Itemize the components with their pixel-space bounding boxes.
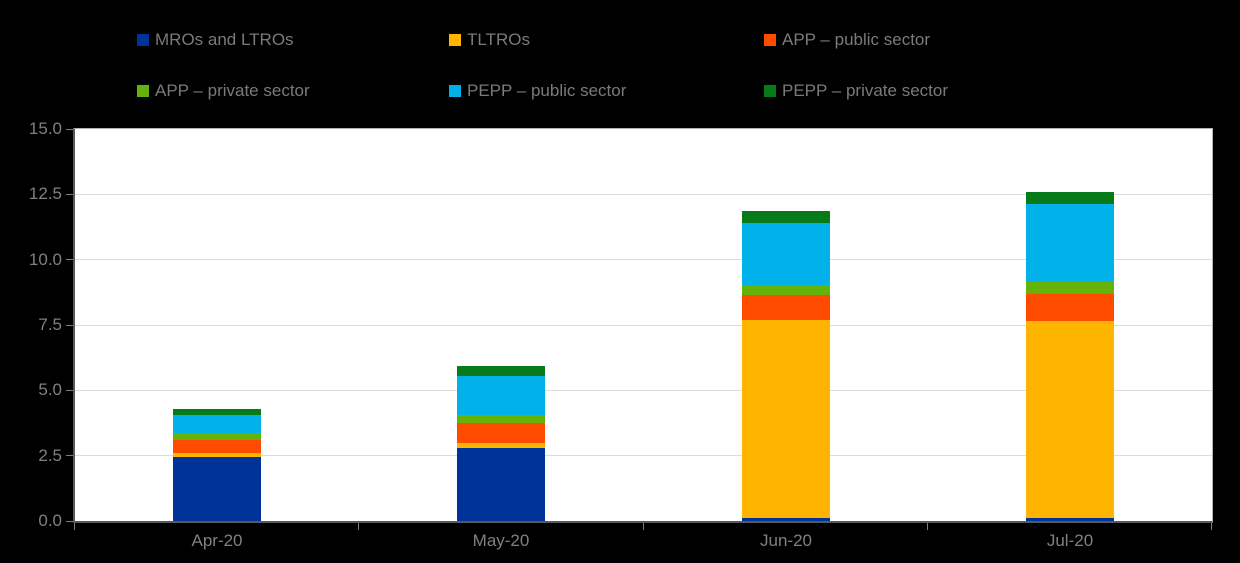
bar-segment-jun-20-app-public-sector: [742, 294, 830, 320]
legend-marker-app-private-sector-icon: [137, 85, 149, 97]
y-tick-label: 15.0: [28, 119, 62, 138]
x-tick-label: Jun-20: [760, 531, 812, 550]
bar-segment-apr-20-app-public-sector: [173, 440, 261, 454]
bar-segment-may-20-app-private-sector: [457, 415, 545, 424]
gridline-12.5: [75, 193, 1212, 195]
legend-label: APP – public sector: [782, 30, 931, 49]
legend-item-mros-and-ltros: MROs and LTROs: [137, 30, 294, 50]
bar-segment-apr-20-pepp-private-sector: [173, 408, 261, 416]
bar-segment-may-20-mros-and-ltros: [457, 447, 545, 521]
plot-area: [73, 128, 1213, 523]
y-tick-label: 5.0: [38, 380, 62, 400]
legend-label: PEPP – public sector: [467, 81, 627, 100]
legend-marker-app-public-sector-icon: [764, 34, 776, 46]
y-tick-label: 2.5: [38, 445, 62, 465]
legend-item-app-public-sector: APP – public sector: [764, 30, 930, 50]
legend-item-pepp-public-sector: PEPP – public sector: [449, 81, 626, 101]
x-tickmark-0: [74, 523, 75, 530]
bar-segment-jun-20-pepp-private-sector: [742, 211, 830, 224]
bar-segment-jul-20-pepp-public-sector: [1026, 203, 1114, 282]
legend-label: MROs and LTROs: [155, 30, 294, 49]
bar-segment-jul-20-mros-and-ltros: [1026, 518, 1114, 521]
y-tickmark-0.0: [66, 520, 73, 522]
bar-segment-may-20-pepp-private-sector: [457, 365, 545, 376]
bar-jun-20: [742, 211, 830, 521]
y-tickmark-15.0: [66, 128, 73, 130]
bar-segment-jul-20-app-private-sector: [1026, 281, 1114, 294]
bar-segment-jun-20-pepp-public-sector: [742, 223, 830, 285]
legend-item-tltros: TLTROs: [449, 30, 530, 50]
bar-segment-apr-20-app-private-sector: [173, 433, 261, 441]
y-tick-label: 0.0: [38, 511, 62, 530]
bar-segment-jul-20-pepp-private-sector: [1026, 191, 1114, 204]
gridline-5.0: [75, 389, 1212, 391]
y-tickmark-5.0: [66, 389, 73, 391]
y-tick-label: 7.5: [38, 315, 62, 334]
legend-item-pepp-private-sector: PEPP – private sector: [764, 81, 948, 101]
legend-marker-pepp-public-sector-icon: [449, 85, 461, 97]
x-tickmark-3: [927, 523, 928, 530]
y-tick-label: 12.5: [28, 184, 62, 204]
legend-marker-tltros-icon: [449, 34, 461, 46]
bar-apr-20: [173, 408, 261, 521]
gridline-7.5: [75, 324, 1212, 326]
legend-item-app-private-sector: APP – private sector: [137, 81, 310, 101]
bar-segment-jul-20-app-public-sector: [1026, 293, 1114, 322]
legend-label: TLTROs: [467, 30, 530, 49]
legend-marker-mros-and-ltros-icon: [137, 34, 149, 46]
legend-label: PEPP – private sector: [782, 81, 948, 100]
y-tickmark-10.0: [66, 259, 73, 261]
bar-segment-jun-20-tltros: [742, 319, 830, 519]
y-tickmark-12.5: [66, 193, 73, 195]
bar-segment-may-20-tltros: [457, 442, 545, 448]
bar-segment-may-20-pepp-public-sector: [457, 376, 545, 416]
gridline-2.5: [75, 455, 1212, 457]
bar-may-20: [457, 365, 545, 521]
bar-segment-apr-20-tltros: [173, 453, 261, 457]
legend-label: APP – private sector: [155, 81, 310, 100]
x-tickmark-2: [643, 523, 644, 530]
bar-jul-20: [1026, 191, 1114, 521]
y-tickmark-7.5: [66, 324, 73, 326]
bar-segment-jun-20-mros-and-ltros: [742, 518, 830, 521]
y-tick-label: 10.0: [28, 249, 62, 269]
gridline-10.0: [75, 259, 1212, 261]
x-tickmark-1: [358, 523, 359, 530]
bar-segment-jul-20-tltros: [1026, 321, 1114, 519]
legend-marker-pepp-private-sector-icon: [764, 85, 776, 97]
bar-segment-may-20-app-public-sector: [457, 423, 545, 443]
x-tick-label: May-20: [472, 531, 530, 550]
y-tickmark-2.5: [66, 455, 73, 457]
x-tickmark-4: [1211, 523, 1212, 530]
x-tick-label: Jul-20: [1046, 531, 1094, 550]
x-tick-label: Apr-20: [191, 531, 243, 550]
bar-segment-apr-20-mros-and-ltros: [173, 456, 261, 521]
bar-segment-jun-20-app-private-sector: [742, 284, 830, 295]
bar-segment-apr-20-pepp-public-sector: [173, 415, 261, 434]
